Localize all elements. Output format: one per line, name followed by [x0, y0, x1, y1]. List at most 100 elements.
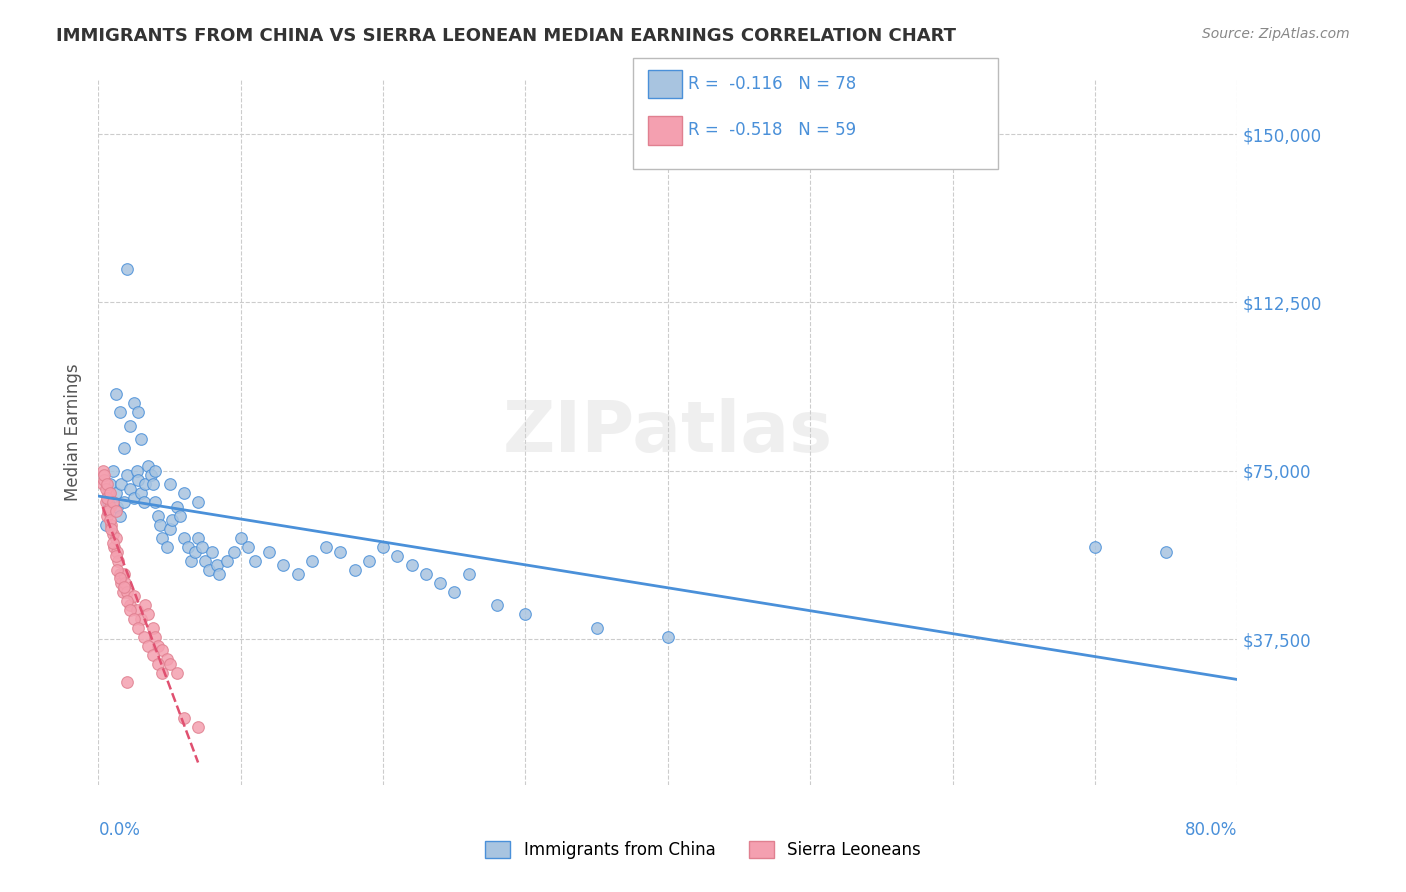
Point: [315, 540, 337, 554]
Point: [91, 464, 114, 478]
Point: [141, 477, 163, 491]
Point: [148, 508, 170, 523]
Point: [152, 643, 174, 657]
Point: [96, 508, 118, 523]
Point: [118, 418, 141, 433]
Point: [159, 522, 181, 536]
Point: [104, 387, 127, 401]
Point: [401, 558, 423, 572]
Point: [101, 535, 124, 549]
Text: 0.0%: 0.0%: [98, 821, 141, 838]
Point: [104, 549, 127, 563]
Point: [259, 544, 281, 558]
Point: [94, 517, 117, 532]
Point: [515, 607, 537, 622]
Point: [169, 508, 191, 523]
Point: [108, 508, 131, 523]
Point: [184, 544, 207, 558]
Point: [273, 558, 295, 572]
Point: [118, 599, 141, 613]
Point: [122, 491, 145, 505]
Point: [118, 482, 141, 496]
Point: [415, 567, 437, 582]
Point: [127, 473, 149, 487]
Text: Source: ZipAtlas.com: Source: ZipAtlas.com: [1202, 27, 1350, 41]
Point: [145, 464, 167, 478]
Point: [94, 482, 117, 496]
Point: [156, 652, 179, 666]
Point: [115, 585, 138, 599]
Point: [148, 639, 170, 653]
Point: [104, 531, 127, 545]
Point: [100, 522, 122, 536]
Point: [162, 513, 184, 527]
Point: [343, 562, 366, 576]
Point: [96, 491, 118, 505]
Point: [97, 486, 120, 500]
Point: [159, 477, 181, 491]
Point: [198, 562, 221, 576]
Point: [112, 495, 135, 509]
Point: [222, 544, 245, 558]
Point: [287, 567, 309, 582]
Point: [91, 477, 114, 491]
Point: [136, 639, 159, 653]
Point: [486, 599, 509, 613]
Point: [243, 553, 266, 567]
Text: 80.0%: 80.0%: [1185, 821, 1237, 838]
Point: [1154, 544, 1177, 558]
Point: [129, 486, 152, 500]
Point: [141, 648, 163, 662]
Text: IMMIGRANTS FROM CHINA VS SIERRA LEONEAN MEDIAN EARNINGS CORRELATION CHART: IMMIGRANTS FROM CHINA VS SIERRA LEONEAN …: [56, 27, 956, 45]
Point: [187, 720, 209, 734]
Point: [229, 531, 252, 545]
Point: [98, 500, 121, 514]
Point: [105, 562, 128, 576]
Point: [373, 540, 395, 554]
Point: [115, 674, 138, 689]
Point: [145, 630, 167, 644]
Point: [118, 603, 141, 617]
Point: [110, 576, 132, 591]
Point: [457, 567, 479, 582]
Point: [443, 585, 465, 599]
Point: [139, 468, 162, 483]
Point: [115, 468, 138, 483]
Point: [149, 517, 172, 532]
Point: [100, 517, 122, 532]
Point: [107, 553, 129, 567]
Text: R =  -0.116   N = 78: R = -0.116 N = 78: [688, 75, 856, 93]
Point: [115, 594, 138, 608]
Point: [166, 500, 188, 514]
Point: [387, 549, 409, 563]
Text: R =  -0.518   N = 59: R = -0.518 N = 59: [688, 121, 856, 139]
Point: [125, 603, 148, 617]
Point: [148, 657, 170, 671]
Point: [127, 621, 149, 635]
Point: [115, 261, 138, 276]
Y-axis label: Median Earnings: Median Earnings: [65, 364, 83, 501]
Point: [136, 607, 159, 622]
Point: [180, 553, 202, 567]
Text: ZIPatlas: ZIPatlas: [503, 398, 832, 467]
Point: [97, 504, 120, 518]
Point: [114, 576, 136, 591]
Point: [108, 572, 131, 586]
Point: [105, 544, 128, 558]
Point: [127, 405, 149, 419]
Point: [98, 486, 121, 500]
Point: [132, 630, 155, 644]
Point: [129, 433, 152, 447]
Point: [152, 665, 174, 680]
Point: [159, 657, 181, 671]
Point: [93, 468, 115, 483]
Point: [108, 567, 131, 582]
Point: [110, 477, 132, 491]
Point: [177, 540, 200, 554]
Point: [101, 526, 124, 541]
Point: [173, 711, 195, 725]
Point: [132, 495, 155, 509]
Point: [134, 599, 156, 613]
Point: [94, 495, 117, 509]
Point: [187, 531, 209, 545]
